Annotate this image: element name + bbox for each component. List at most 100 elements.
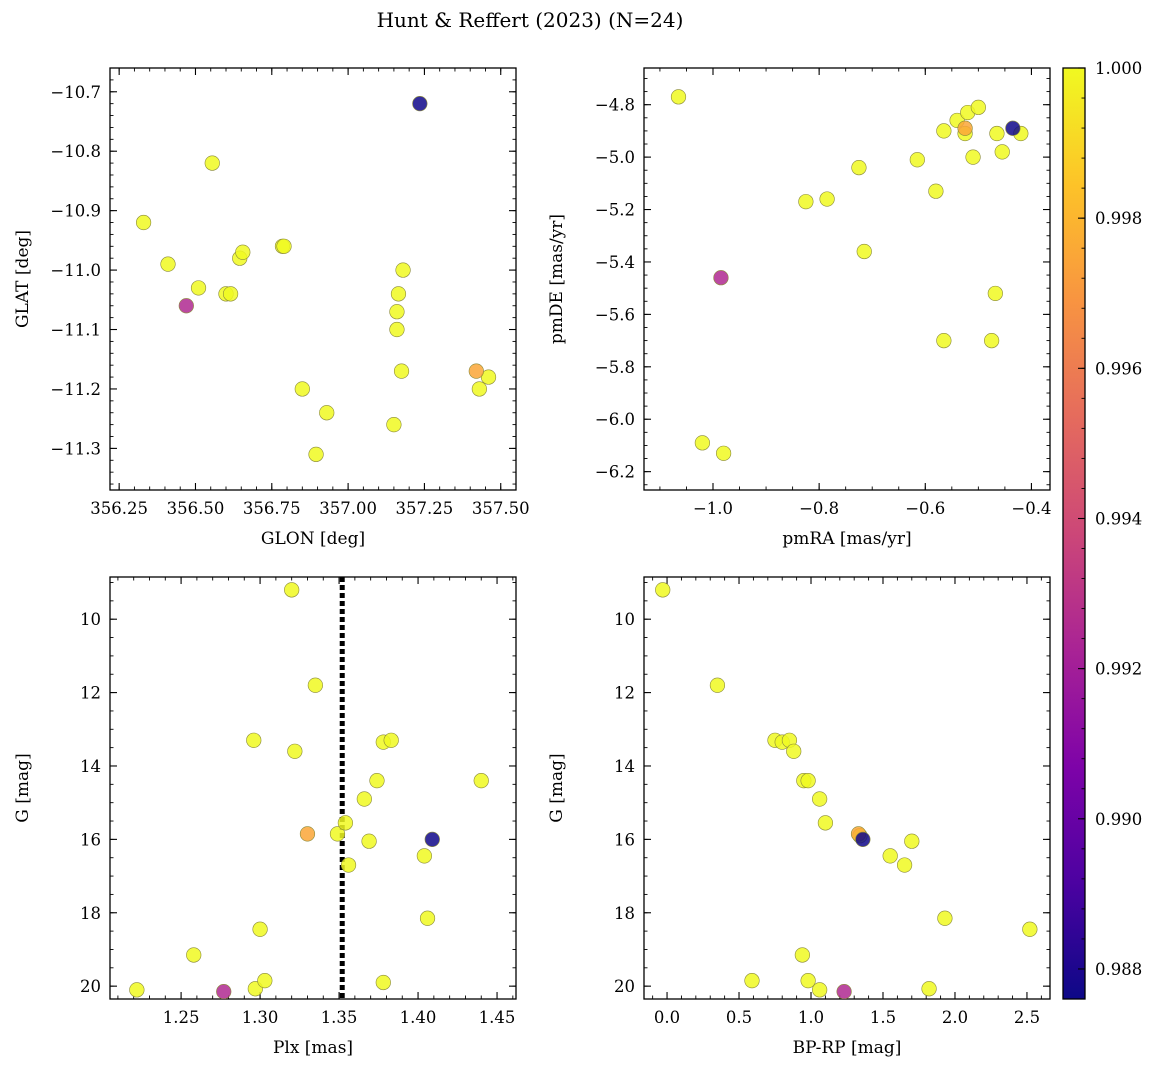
x-tick-label: 0.0 — [654, 1008, 680, 1027]
colorbar: 0.988 0.990 0.992 0.994 0.996 0.998 1.000 — [1062, 59, 1142, 1000]
scatter-point — [395, 262, 411, 278]
y-tick-label: −5.8 — [595, 358, 635, 377]
scatter-point — [222, 286, 239, 302]
scatter-point — [419, 910, 436, 926]
x-tick-label: 1.5 — [870, 1008, 896, 1027]
y-tick-label: −5.0 — [595, 148, 635, 167]
scatter-point — [819, 191, 835, 207]
data-layer — [135, 96, 497, 462]
scatter-point — [412, 96, 428, 112]
y-tick-label: 12 — [80, 684, 101, 703]
x-tick-label: −0.4 — [1011, 499, 1051, 518]
y-tick-label: 10 — [614, 610, 635, 629]
y-tick-label: −5.2 — [595, 201, 635, 220]
y-tick-label: 10 — [80, 610, 101, 629]
panel-3: 1.25 1.30 1.35 1.40 1.45 10 12 14 16 18 20 Plx [mas… — [13, 576, 517, 1058]
scatter-point — [307, 677, 323, 693]
plot-frame — [109, 576, 517, 1000]
y-tick-label: 18 — [80, 904, 101, 923]
scatter-point — [709, 677, 726, 693]
scatter-point — [340, 857, 357, 873]
scatter-point — [856, 243, 872, 260]
scatter-point — [812, 982, 828, 998]
scatter-point — [294, 381, 310, 397]
scatter-point — [287, 743, 303, 759]
scatter-point — [800, 973, 816, 989]
scatter-point — [129, 982, 145, 998]
y-tick-label: −10.9 — [50, 202, 101, 221]
y-tick-label: −11.1 — [50, 321, 101, 340]
scatter-point — [694, 435, 710, 451]
y-tick-label: 20 — [614, 977, 635, 996]
y-tick-label: −4.8 — [595, 96, 635, 115]
plot-frame — [109, 67, 517, 491]
x-tick-label: 357.25 — [396, 499, 454, 518]
colorbar-frame — [1062, 67, 1086, 1000]
y-axis-label: GLAT [deg] — [13, 230, 33, 328]
scatter-point — [716, 445, 732, 461]
scatter-point — [855, 831, 871, 847]
x-tick-label: 1.0 — [798, 1008, 824, 1027]
x-tick-label: 1.45 — [479, 1008, 516, 1027]
scatter-point — [299, 826, 316, 842]
data-layer — [670, 89, 1029, 461]
scatter-point — [1022, 921, 1038, 937]
scatter-point — [836, 984, 852, 999]
scatter-point — [994, 144, 1010, 160]
scatter-point — [160, 256, 176, 272]
scatter-point — [386, 417, 402, 433]
scatter-point — [936, 332, 952, 349]
scatter-point — [276, 238, 292, 254]
scatter-point — [178, 298, 194, 314]
colorbar-tick-label: 0.996 — [1095, 359, 1142, 378]
scatter-point — [375, 974, 391, 991]
y-tick-label: −5.6 — [595, 305, 635, 324]
scatter-point — [186, 947, 202, 963]
scatter-point — [984, 332, 1000, 349]
scatter-point — [957, 120, 973, 136]
x-axis-label: GLON [deg] — [261, 529, 365, 549]
x-tick-label: 1.35 — [321, 1008, 358, 1027]
scatter-point — [936, 123, 952, 139]
scatter-point — [713, 270, 729, 286]
x-tick-label: 356.75 — [243, 499, 301, 518]
scatter-point — [921, 981, 937, 997]
x-tick-label: 1.40 — [400, 1008, 437, 1027]
colorbar-tick-label: 0.988 — [1095, 960, 1142, 979]
colorbar-tick-label: 0.998 — [1095, 209, 1142, 228]
scatter-point — [468, 363, 484, 379]
x-tick-label: 1.25 — [163, 1008, 200, 1027]
plot-frame — [643, 576, 1051, 1000]
scatter-point — [904, 833, 920, 849]
y-tick-label: 14 — [80, 757, 101, 776]
scatter-point — [204, 155, 220, 171]
scatter-point — [424, 831, 440, 847]
scatter-point — [965, 149, 981, 165]
scatter-point — [987, 285, 1003, 302]
scatter-point — [786, 743, 802, 759]
scatter-point — [817, 815, 834, 831]
panel-1: 356.25 356.50 356.75 357.00 357.25 357.50 −11.… — [13, 67, 530, 549]
scatter-point — [383, 732, 399, 748]
scatter-point — [670, 89, 687, 105]
scatter-point — [393, 363, 410, 379]
scatter-point — [390, 286, 407, 302]
x-tick-label: 357.50 — [472, 499, 530, 518]
y-tick-label: 16 — [614, 830, 635, 849]
scatter-point — [471, 381, 487, 397]
scatter-point — [798, 194, 814, 210]
scatter-point — [319, 405, 335, 421]
x-tick-label: 356.50 — [167, 499, 225, 518]
x-tick-label: −0.6 — [905, 499, 945, 518]
scatter-point — [235, 244, 251, 260]
x-tick-label: 2.5 — [1014, 1008, 1040, 1027]
x-axis-label: pmRA [mas/yr] — [782, 529, 911, 549]
y-tick-label: −11.0 — [50, 261, 101, 280]
scatter-point — [800, 773, 816, 789]
y-tick-label: −11.3 — [50, 439, 101, 458]
x-tick-label: 0.5 — [726, 1008, 752, 1027]
y-tick-label: 20 — [80, 977, 101, 996]
scatter-point — [337, 815, 353, 831]
scatter-point — [851, 160, 867, 176]
scatter-point — [284, 582, 300, 598]
